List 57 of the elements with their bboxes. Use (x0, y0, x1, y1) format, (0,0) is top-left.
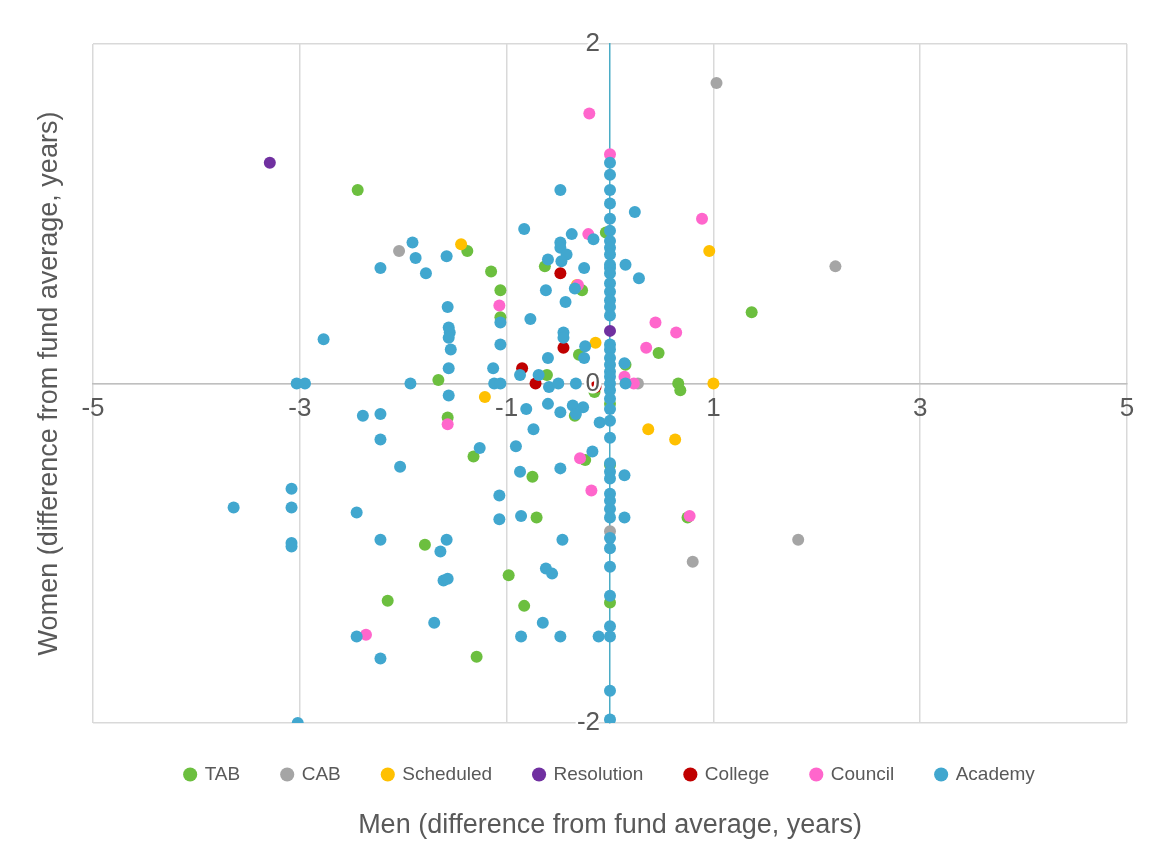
x-axis-title: Men (difference from fund average, years) (358, 809, 862, 840)
point (640, 341, 653, 354)
point (381, 594, 394, 607)
point (418, 538, 431, 551)
point (574, 452, 587, 465)
point (829, 260, 842, 273)
point (351, 183, 364, 196)
point (703, 245, 716, 258)
point (478, 391, 491, 404)
legend-label: Academy (955, 762, 1036, 784)
x-tick-label: 1 (706, 392, 721, 423)
point (485, 265, 498, 278)
point (526, 470, 539, 483)
legend-label: Resolution (553, 762, 644, 784)
point (494, 284, 507, 297)
y-tick-label: -2 (576, 706, 600, 737)
legend-label: College (704, 762, 770, 784)
point (649, 316, 662, 329)
point (530, 511, 543, 524)
point (518, 599, 531, 612)
legend-label: CAB (301, 762, 341, 784)
point (455, 238, 468, 251)
x-tick-label: 5 (1119, 392, 1135, 423)
point (792, 533, 805, 546)
point (707, 377, 720, 390)
legend-label: Council (830, 762, 895, 784)
x-tick-label: 3 (912, 392, 928, 423)
legend-label: TAB (204, 762, 241, 784)
point (432, 374, 445, 387)
point (669, 433, 682, 446)
point (393, 245, 406, 258)
point (696, 212, 709, 225)
point (502, 569, 515, 582)
y-axis-title: Women (difference from fund average, years) (33, 111, 64, 656)
point (585, 484, 598, 497)
y-tick-label: 2 (585, 27, 600, 58)
point (604, 324, 616, 337)
point (670, 326, 683, 339)
point (441, 418, 454, 431)
point (557, 341, 570, 354)
point (470, 650, 483, 663)
point (583, 107, 596, 120)
x-tick-label: -3 (288, 392, 312, 423)
point (686, 555, 699, 568)
x-tick-label: -1 (495, 392, 519, 423)
point (745, 306, 758, 319)
point (710, 77, 723, 90)
point (589, 336, 602, 349)
legend-label: Scheduled (402, 762, 493, 784)
point (674, 384, 687, 397)
point (642, 423, 655, 436)
point (493, 299, 506, 312)
point (652, 346, 665, 359)
point (554, 267, 567, 280)
x-tick-label: -5 (81, 392, 105, 423)
point (263, 156, 276, 169)
point (467, 450, 480, 463)
